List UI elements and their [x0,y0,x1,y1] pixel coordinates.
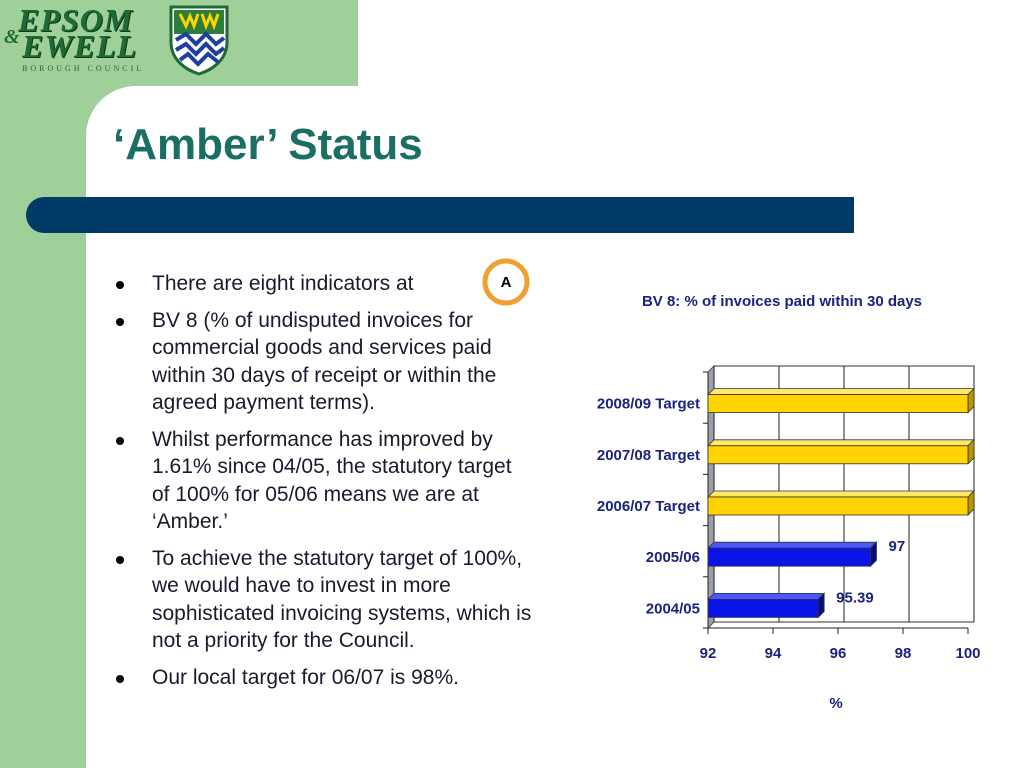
chart-x-axis-label: % [829,695,842,712]
chart-category-label: 2004/05 [646,600,700,617]
chart-bar-target [707,445,969,465]
chart-plot-area: 92 94 96 98 100 2008/09 Target 2007/08 Target 2… [597,364,981,662]
chart-bar-actual [707,547,871,567]
logo-word-ewell: EWELL [22,28,138,64]
council-crest-icon [169,5,229,76]
bv8-bar-chart: BV 8: % of invoices paid within 30 days … [597,293,981,712]
bullet-dot-icon [116,281,124,289]
chart-bar-actual [707,598,819,618]
bullet-dot-icon [116,555,124,564]
logo-ampersand: & [4,26,20,48]
bullet-text: To achieve the statutory target of 100%,… [152,546,532,653]
bullet-list: There are eight indicators at BV 8 (% of… [114,270,534,700]
bullet-text: Our local target for 06/07 is 98%. [152,665,459,689]
left-green-band [0,0,86,768]
logo-word-epsom: EPSOM [18,2,134,38]
bullet-dot-icon [116,436,124,445]
bullet-text: Whilst performance has improved by 1.61%… [152,427,512,534]
chart-bar-target [707,394,969,413]
logo-subtitle: BOROUGH COUNCIL [22,64,145,73]
chart-bar-target [707,496,969,516]
bullet-dot-icon [116,317,124,326]
chart-x-tick-label: 94 [765,645,782,662]
bullet-text: BV 8 (% of undisputed invoices for comme… [152,308,497,415]
bullet-item: To achieve the statutory target of 100%,… [114,545,534,655]
chart-category-label: 2006/07 Target [597,498,700,515]
slide-title: ‘Amber’ Status [113,120,423,169]
chart-category-label: 2007/08 Target [597,447,700,464]
chart-x-tick-label: 92 [700,645,717,662]
chart-x-tick-label: 98 [895,645,912,662]
council-logo: EPSOM & EWELL BOROUGH COUNCIL [4,2,234,76]
chart-category-label: 2008/09 Target [597,396,700,413]
bullet-dot-icon [116,674,124,683]
bullet-text: There are eight indicators at [152,272,414,295]
chart-bar-top [707,541,878,549]
chart-title: BV 8: % of invoices paid within 30 days [642,293,922,310]
chart-bar-top [707,439,975,447]
chart-bar-top [707,388,975,395]
chart-category-label: 2005/06 [646,549,700,566]
chart-x-tick-label: 96 [830,645,847,662]
chart-x-tick-label: 100 [955,645,980,662]
bullet-item: Whilst performance has improved by 1.61%… [114,426,534,536]
chart-data-label: 95.39 [836,589,874,606]
bullet-item: BV 8 (% of undisputed invoices for comme… [114,307,534,417]
bullet-item: There are eight indicators at [114,270,534,298]
bullet-item: Our local target for 06/07 is 98%. [114,664,534,692]
title-divider-bar [26,197,854,233]
chart-data-label: 97 [889,538,906,555]
council-logo-wordmark: EPSOM & EWELL BOROUGH COUNCIL [4,2,174,76]
amber-badge-letter: A [501,274,512,291]
amber-status-badge: A [482,258,530,306]
amber-ring-icon [482,258,530,306]
chart-bar-top [707,592,826,600]
chart-bar-top [707,490,975,498]
